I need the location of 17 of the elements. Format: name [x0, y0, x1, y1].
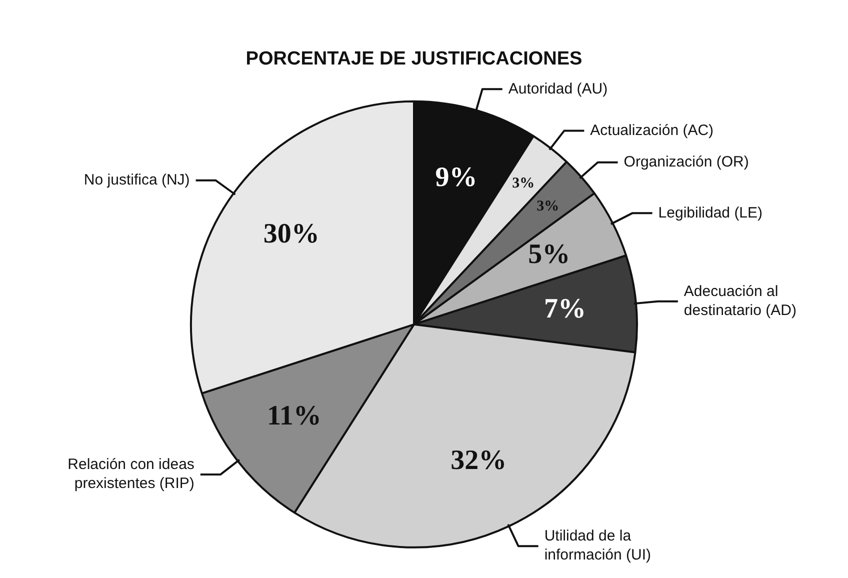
data-label: 32% [450, 444, 507, 476]
data-label: 11% [266, 400, 322, 432]
slice-label: Organización (OR) [624, 154, 749, 171]
data-label: 3% [536, 198, 560, 214]
slice-label: Legibilidad (LE) [658, 204, 763, 222]
data-label: 9% [435, 162, 478, 194]
data-label: 5% [528, 238, 570, 270]
slice-label: Actualización (AC) [590, 122, 714, 139]
data-label: 30% [263, 218, 320, 250]
slice-label: Relación con ideas prexistentes (RIP) [68, 456, 194, 492]
slice-label: No justifica (NJ) [84, 172, 190, 189]
data-label: 3% [512, 175, 535, 192]
data-label: 7% [544, 293, 586, 324]
slice-label: Utilidad de la información (UI) [544, 528, 652, 564]
chart-title: PORCENTAJE DE JUSTIFICACIONES [246, 48, 582, 70]
slice-label: Autoridad (AU) [508, 80, 608, 98]
slice-label: Adecuación al destinatario (AD) [684, 282, 796, 319]
